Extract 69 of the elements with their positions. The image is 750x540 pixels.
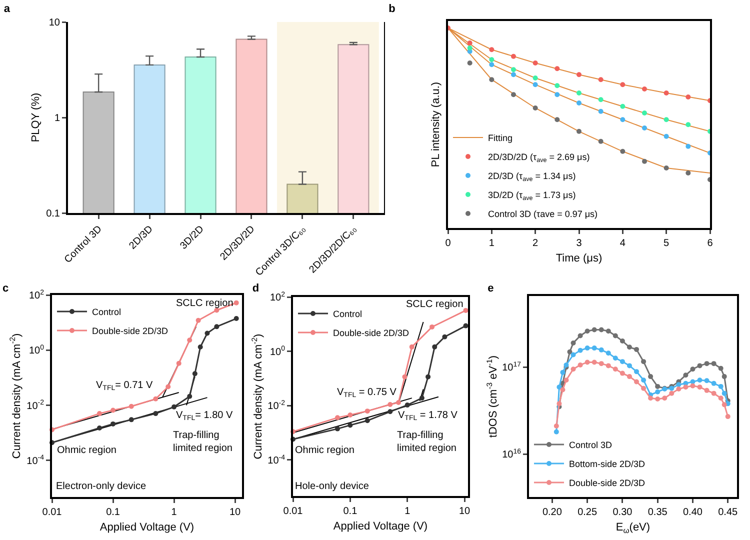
chart-title: c: [2, 282, 9, 295]
y-tick-label: 10$^{-4}$: [268, 454, 286, 466]
x-tick-label: 4: [620, 238, 626, 249]
annotation: V$_{TFL}$ = 0.75 V: [337, 387, 397, 400]
y-tick-label: 10$^{-2}$: [26, 400, 44, 412]
annotation: Hole-only device: [295, 481, 370, 492]
annotation: Ohmic region: [57, 445, 116, 456]
chart-title: b: [388, 2, 396, 15]
y-tick-label: 10$^{2}$: [270, 291, 286, 304]
annotation: V$_{TFL}$= 0.71 V: [96, 380, 153, 392]
x-tick-label: 0.45: [718, 507, 738, 518]
y-tick-label: 1: [54, 113, 60, 124]
x-tick-label: 0.30: [612, 507, 633, 518]
annotation: V$_{TFL}$= 1.80 V: [176, 410, 233, 422]
legend-label: Double-side 2D/3D: [333, 328, 410, 338]
y-tick-label: 10$^{16}$: [502, 448, 522, 461]
annotation: Electron-only device: [56, 481, 146, 492]
legend-label: 2D/3D (τ$_{ave}$ = 1.34 μs): [488, 171, 576, 183]
x-tick-label: 1: [488, 238, 495, 249]
x-tick-label: 0.01: [283, 506, 304, 517]
annotation: Ohmic region: [295, 445, 354, 456]
x-axis-title: Applied Voltage (V): [333, 520, 428, 533]
annotation: SCLC region: [176, 298, 234, 309]
x-tick-label: 2: [532, 238, 539, 249]
x-tick-label: 0.01: [42, 507, 62, 518]
y-tick-label: 10$^{-2}$: [268, 400, 286, 412]
legend-label: Bottom-side 2D/3D: [569, 459, 646, 470]
y-tick-label: 10$^{17}$: [502, 361, 522, 374]
x-tick-label: 1: [171, 507, 178, 518]
annotation: SCLC region: [406, 299, 464, 310]
legend-label: Control: [92, 307, 122, 318]
legend-label: 2D/3D/2D (τ$_{ave}$ = 2.69 μs): [488, 152, 590, 164]
chart-title: a: [4, 2, 11, 15]
x-tick-label: 6: [707, 238, 714, 249]
legend-label: Double-side 2D/3D: [92, 326, 169, 336]
legend-label: Control 3D: [569, 440, 613, 450]
legend-label: Fitting: [488, 133, 513, 144]
y-tick-label: 10: [48, 18, 60, 28]
x-tick-label: 3: [576, 238, 582, 249]
x-axis-title: Time (μs): [556, 252, 602, 265]
chart-title: d: [252, 282, 260, 295]
x-tick-label: 0.25: [578, 507, 598, 518]
y-tick-label: 10$^{0}$: [28, 344, 44, 357]
x-tick-label: 0.35: [648, 507, 668, 518]
x-tick-label: 10: [458, 506, 471, 517]
chart-title: e: [488, 282, 494, 295]
y-tick-label: 0.1: [46, 208, 60, 220]
x-tick-label: 5: [664, 238, 670, 249]
x-axis-title: E$_{ω}$(eV): [616, 522, 650, 536]
annotation: V$_{TFL}$ = 1.78 V: [398, 410, 458, 422]
legend-label: Control: [333, 309, 362, 319]
y-tick-label: 10$^{0}$: [270, 346, 286, 358]
x-axis-title: Applied Voltage (V): [100, 522, 194, 534]
x-tick-label: 10: [229, 507, 242, 518]
x-tick-label: 1: [404, 506, 411, 517]
x-tick-label: 0: [445, 238, 452, 249]
y-axis-title: PLQY (%): [30, 92, 42, 142]
y-tick-label: 10$^{2}$: [28, 289, 44, 302]
y-axis-title: PL intensity (a.u.): [430, 82, 442, 168]
x-tick-label: 0.1: [106, 507, 120, 518]
x-tick-label: 0.20: [542, 507, 562, 518]
annotation: Trap-filling limited region: [173, 430, 232, 454]
legend-label: 3D/2D (τ$_{ave}$ = 1.73 μs): [488, 190, 576, 202]
legend-label: Double-side 2D/3D: [569, 478, 646, 488]
x-tick-label: 0.1: [343, 506, 358, 517]
annotation: Trap-filling limited region: [397, 430, 456, 454]
legend-label: Control 3D (τave = 0.97 μs): [488, 209, 598, 220]
x-tick-label: 0.40: [682, 507, 703, 518]
y-tick-label: 10$^{-4}$: [26, 454, 44, 467]
